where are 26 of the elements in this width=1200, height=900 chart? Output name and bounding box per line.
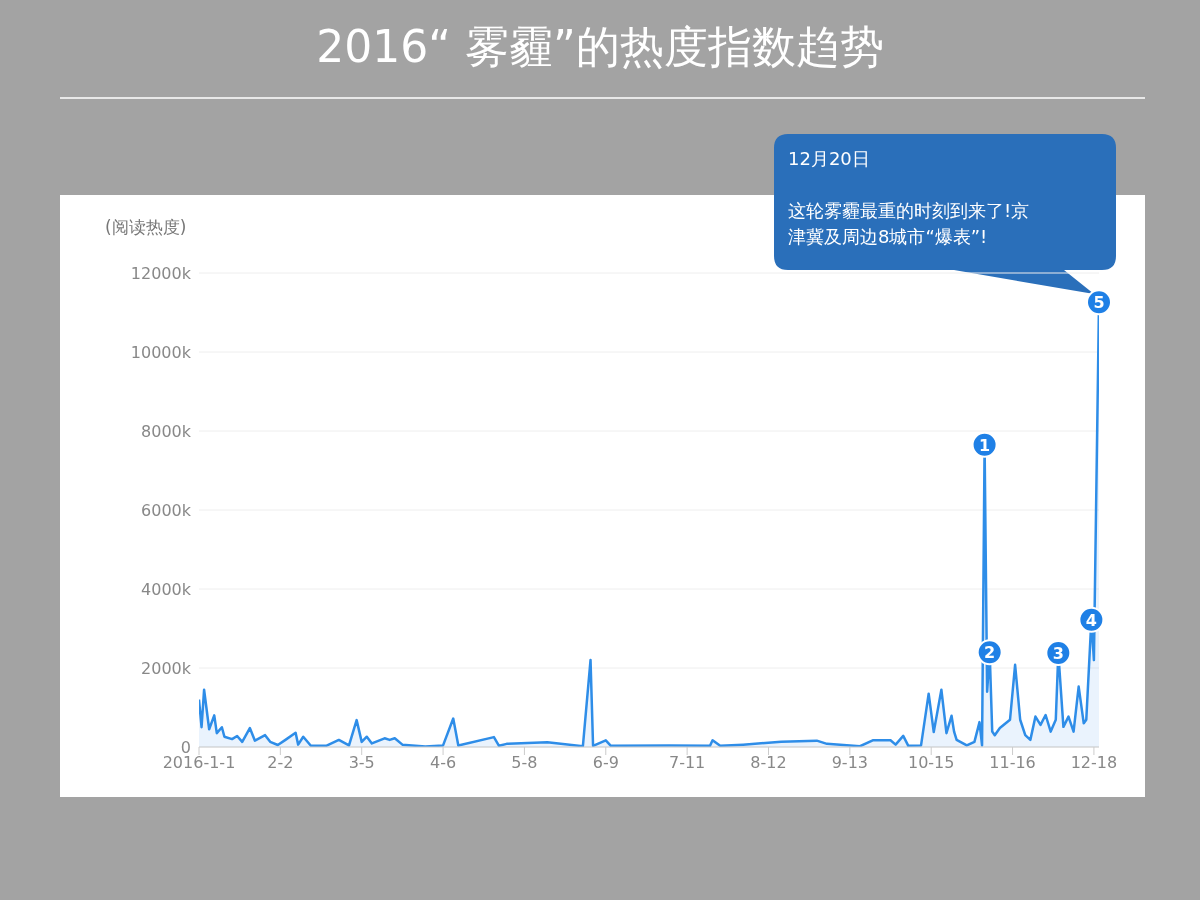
x-tick-label: 2-2 xyxy=(267,753,294,773)
y-axis-title: (阅读热度) xyxy=(105,216,187,239)
y-tick-label: 2000k xyxy=(141,658,192,678)
x-tick-label: 8-12 xyxy=(750,753,787,773)
x-tick-label: 3-5 xyxy=(348,753,375,773)
annotation: 4 xyxy=(1085,610,1097,630)
y-tick-label: 6000k xyxy=(141,500,192,520)
x-tick-label: 7-11 xyxy=(668,753,706,773)
annotation: 2 xyxy=(984,643,996,663)
x-tick-label: 12-18 xyxy=(1070,753,1118,773)
annotation: 5 xyxy=(1093,293,1105,313)
text: 这轮雾霾最重的时刻到来了!京津冀及周边8城市“爆表”! xyxy=(788,199,1031,249)
chart-title: 2016“ 雾霾”的热度指数趋势 xyxy=(315,20,885,74)
annotation: 1 xyxy=(979,435,991,455)
x-tick-label: 11-16 xyxy=(989,753,1036,773)
y-tick-label: 10000k xyxy=(130,342,192,362)
text: 12月20日 xyxy=(788,147,871,171)
y-tick-label: 8000k xyxy=(141,421,192,441)
annotation: 3 xyxy=(1052,643,1064,663)
y-tick-label: 4000k xyxy=(141,579,192,599)
x-tick-label: 4-6 xyxy=(430,753,457,773)
x-tick-label: 5-8 xyxy=(511,753,538,773)
x-tick-label: 10-15 xyxy=(907,753,955,773)
x-tick-label: 6-9 xyxy=(592,753,619,773)
y-tick-label: 12000k xyxy=(130,263,192,283)
x-tick-label: 9-13 xyxy=(831,753,868,773)
